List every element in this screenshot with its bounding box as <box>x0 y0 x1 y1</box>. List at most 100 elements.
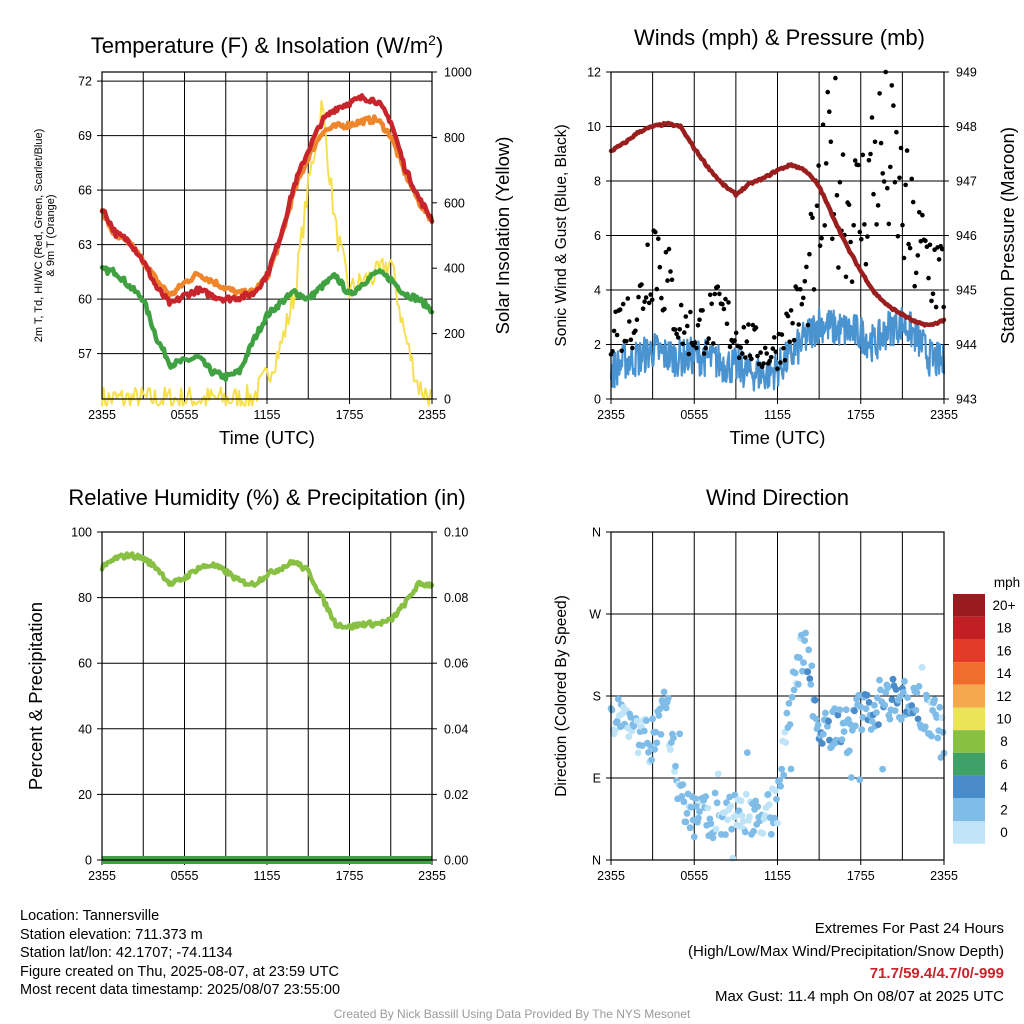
gust-point <box>804 264 809 270</box>
direction-point <box>812 715 820 723</box>
x-tick-label: 2355 <box>597 408 625 422</box>
gust-point <box>939 246 945 252</box>
y-tick-label: 57 <box>78 347 92 361</box>
gust-point <box>715 284 721 290</box>
direction-point <box>648 756 655 764</box>
gust-point <box>732 338 737 343</box>
direction-point <box>848 774 855 781</box>
gust-point <box>880 171 885 176</box>
gust-point <box>668 269 673 274</box>
gust-point <box>811 287 817 292</box>
direction-point <box>735 807 743 815</box>
legend-label: 18 <box>996 621 1011 636</box>
direction-point <box>897 716 905 723</box>
x-tick-label: 1755 <box>336 869 364 883</box>
direction-point <box>724 816 731 824</box>
gust-point <box>645 242 650 248</box>
y2-tick-label: 800 <box>444 131 465 145</box>
x-tick-label: 2355 <box>930 408 958 422</box>
direction-point <box>796 654 803 661</box>
y-tick-label: 0 <box>85 854 92 868</box>
gust-point <box>701 351 707 356</box>
chart-title: Wind Direction <box>706 485 849 510</box>
gust-point <box>833 75 838 81</box>
credit-line: Created By Nick Bassill Using Data Provi… <box>333 1007 691 1021</box>
gust-point <box>688 309 693 315</box>
gust-point <box>889 83 895 88</box>
direction-point <box>611 727 619 734</box>
gust-point <box>807 251 812 257</box>
direction-point <box>680 798 688 806</box>
direction-point <box>704 804 712 812</box>
gust-point <box>866 158 872 163</box>
direction-point <box>865 699 873 706</box>
gust-point <box>628 337 634 343</box>
gust-point <box>843 274 849 280</box>
direction-point <box>707 820 715 828</box>
series-line-3 <box>99 265 435 382</box>
direction-point <box>742 790 750 798</box>
direction-point <box>846 720 854 728</box>
legend-swatch <box>953 752 985 776</box>
direction-point <box>692 802 700 810</box>
gust-point <box>767 358 772 364</box>
y2-axis-label: Solar Insolation (Yellow) <box>492 137 513 335</box>
gust-point <box>816 163 821 168</box>
direction-point <box>765 801 773 809</box>
direction-point <box>727 802 735 810</box>
gust-point <box>740 351 745 356</box>
x-tick-label: 1755 <box>336 408 364 422</box>
y-tick-label: 60 <box>78 293 92 307</box>
direction-point <box>728 825 736 833</box>
direction-point <box>913 689 921 696</box>
gust-point <box>828 139 834 145</box>
gust-point <box>677 327 682 332</box>
gust-point <box>900 222 905 228</box>
direction-point <box>831 705 839 713</box>
gust-point <box>643 295 649 300</box>
direction-point <box>773 795 780 803</box>
legend-title: mph <box>994 575 1020 590</box>
plot-border <box>101 71 433 400</box>
gust-point <box>642 299 647 305</box>
direction-point <box>743 749 751 756</box>
legend-swatch <box>953 821 985 844</box>
series-line-rh <box>99 551 435 631</box>
direction-point <box>918 664 926 671</box>
gust-point <box>930 291 936 297</box>
gust-point <box>750 322 756 328</box>
gust-point <box>663 249 669 255</box>
gust-point <box>898 145 904 151</box>
gust-point <box>723 296 728 302</box>
direction-point <box>879 765 886 773</box>
extremes-title: Extremes For Past 24 Hours <box>814 920 1004 937</box>
direction-point <box>764 791 772 798</box>
direction-point <box>873 709 880 716</box>
direction-point <box>840 728 848 735</box>
y2-tick-label: 600 <box>444 196 465 210</box>
gust-point <box>877 91 882 96</box>
direction-point <box>788 693 796 701</box>
x-tick-label: 1155 <box>764 869 791 883</box>
y-tick-label: N <box>592 526 601 540</box>
direction-point <box>939 728 947 736</box>
direction-point <box>653 739 661 747</box>
gust-point <box>927 242 933 248</box>
direction-point <box>774 819 781 827</box>
direction-point <box>800 659 807 666</box>
direction-point <box>876 676 883 684</box>
direction-point <box>870 701 878 709</box>
gust-point <box>678 302 684 308</box>
extremes-subtitle: (High/Low/Max Wind/Precipitation/Snow De… <box>688 942 1004 960</box>
gust-point <box>680 341 685 347</box>
gust-point <box>897 175 902 181</box>
gust-point <box>624 339 629 344</box>
direction-point <box>914 715 922 723</box>
direction-point <box>645 749 652 756</box>
gust-point <box>682 330 687 335</box>
y2-tick-label: 945 <box>956 284 977 298</box>
x-tick-label: 1155 <box>764 408 791 422</box>
legend-swatch <box>953 775 985 799</box>
direction-point <box>780 771 788 779</box>
direction-point <box>806 675 814 683</box>
